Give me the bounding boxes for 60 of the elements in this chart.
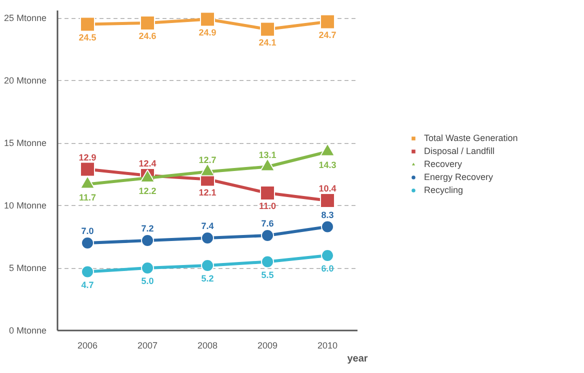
point xyxy=(321,249,334,262)
x-tick-label: 2007 xyxy=(137,340,158,350)
point xyxy=(141,262,154,274)
point xyxy=(261,255,274,268)
data-label: 14.3 xyxy=(318,160,336,170)
point xyxy=(321,220,334,234)
point xyxy=(80,16,95,32)
data-label: 5.2 xyxy=(201,274,214,284)
data-label: 24.5 xyxy=(78,32,96,42)
y-tick-label: 5 Mtonne xyxy=(8,263,47,273)
point xyxy=(140,16,155,30)
y-tick-label: 20 Mtonne xyxy=(4,76,46,86)
legend-label: Energy Recovery xyxy=(424,170,494,182)
data-label: 13.1 xyxy=(258,150,276,160)
data-label: 11.0 xyxy=(258,201,276,211)
data-label: 24.6 xyxy=(138,31,156,41)
y-tick-label: 10 Mtonne xyxy=(4,200,46,210)
point xyxy=(261,229,274,242)
point xyxy=(81,236,94,250)
legend-label: Disposal / Landfill xyxy=(424,144,495,156)
point xyxy=(320,14,335,30)
data-label: 7.4 xyxy=(201,221,214,231)
data-label: 10.4 xyxy=(318,184,336,194)
x-tick-label: 2008 xyxy=(197,340,218,350)
point xyxy=(260,22,275,37)
legend-label: Recovery xyxy=(424,158,462,170)
point xyxy=(141,234,154,247)
legend-label: Recycling xyxy=(424,184,464,196)
data-label: 12.7 xyxy=(198,154,216,165)
point xyxy=(260,186,275,200)
x-tick-label: 2009 xyxy=(257,340,278,350)
data-label: 8.3 xyxy=(321,210,334,220)
data-label: 4.7 xyxy=(81,280,94,290)
point xyxy=(201,232,214,244)
data-label: 7.6 xyxy=(261,218,274,228)
point xyxy=(320,193,335,208)
data-label: 5.5 xyxy=(261,270,274,280)
point xyxy=(80,162,95,177)
data-label: 7.2 xyxy=(141,224,154,234)
x-axis-title: year xyxy=(347,354,368,364)
data-label: 24.7 xyxy=(318,30,336,40)
data-label: 24.9 xyxy=(198,27,216,38)
y-tick-label: 15 Mtonne xyxy=(4,138,46,148)
data-label: 12.9 xyxy=(78,152,96,162)
point xyxy=(200,12,215,27)
data-label: 6.0 xyxy=(321,264,334,274)
y-tick-label: 0 Mtonne xyxy=(8,326,47,336)
x-tick-label: 2006 xyxy=(77,340,98,350)
data-label: 12.2 xyxy=(138,186,156,196)
point xyxy=(81,265,94,278)
data-label: 12.1 xyxy=(198,187,216,198)
data-label: 12.4 xyxy=(138,158,156,168)
y-tick-label: 25 Mtonne xyxy=(4,13,46,23)
point xyxy=(201,259,214,272)
x-tick-label: 2010 xyxy=(317,340,338,350)
data-label: 5.0 xyxy=(141,276,154,286)
data-label: 11.7 xyxy=(78,192,96,202)
legend-label: Total Waste Generation xyxy=(424,132,518,144)
data-label: 24.1 xyxy=(258,37,276,48)
data-label: 7.0 xyxy=(81,226,94,236)
